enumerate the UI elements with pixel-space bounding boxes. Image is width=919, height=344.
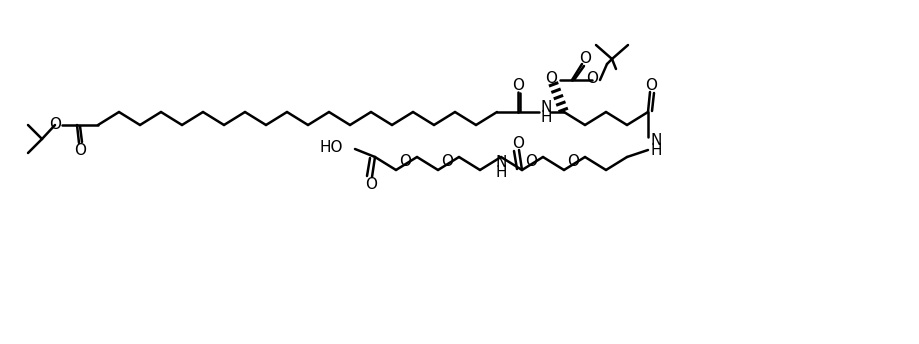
Text: O: O <box>645 77 657 93</box>
Text: O: O <box>586 71 598 86</box>
Text: H: H <box>541 109 552 125</box>
Text: O: O <box>74 142 86 158</box>
Text: H: H <box>495 164 506 180</box>
Text: HO: HO <box>320 140 343 154</box>
Text: H: H <box>651 142 663 158</box>
Text: O: O <box>49 117 61 131</box>
Text: O: O <box>400 154 412 169</box>
Text: O: O <box>512 136 524 151</box>
Text: N: N <box>495 154 506 170</box>
Text: N: N <box>651 132 663 148</box>
Text: O: O <box>526 154 538 169</box>
Text: O: O <box>568 154 580 169</box>
Text: N: N <box>541 99 552 115</box>
Text: O: O <box>545 71 557 86</box>
Text: O: O <box>365 176 377 192</box>
Text: O: O <box>512 77 524 93</box>
Text: O: O <box>441 154 453 169</box>
Text: O: O <box>579 51 591 65</box>
